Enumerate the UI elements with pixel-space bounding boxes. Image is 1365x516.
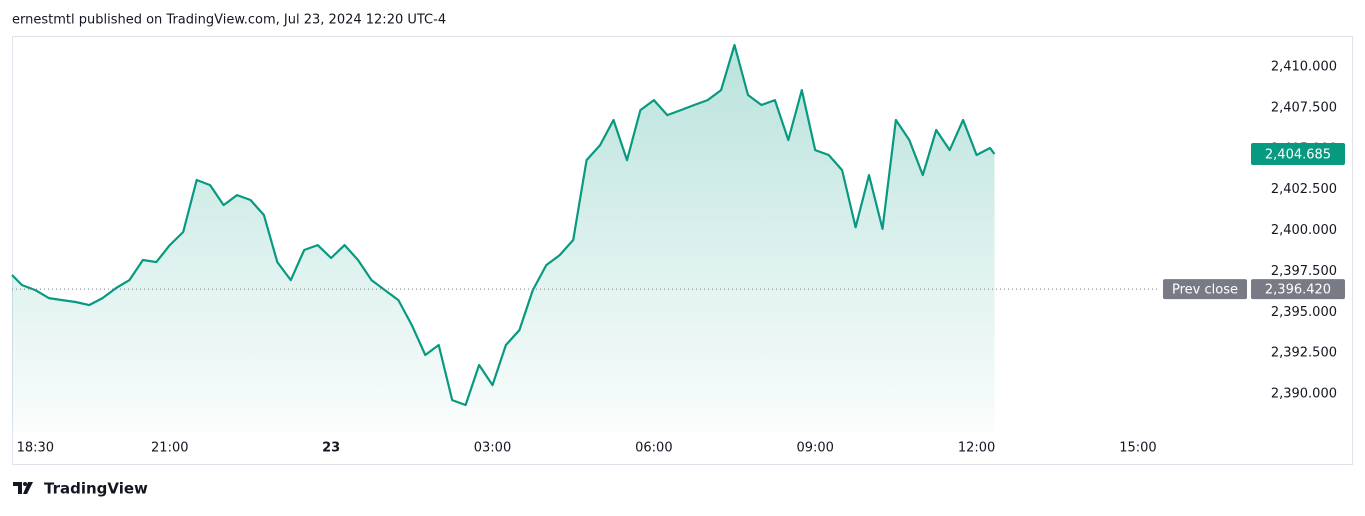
x-tick-label: 15:00	[1119, 441, 1156, 456]
area-fill	[12, 45, 995, 432]
y-tick-label: 2,392.500	[1271, 346, 1337, 361]
price-line	[11, 43, 996, 407]
prev-close-value-badge	[1251, 279, 1345, 300]
x-tick-label: 18:30	[17, 441, 54, 456]
x-tick-label: 21:00	[151, 441, 188, 456]
y-tick-label: 2,410.000	[1271, 60, 1337, 75]
last-price-badge	[1251, 142, 1345, 165]
y-tick-label: 2,407.500	[1271, 100, 1337, 115]
brand-logo	[13, 482, 33, 494]
prev-close-value: 2,396.420	[1265, 283, 1331, 298]
brand-name: TradingView	[44, 480, 148, 498]
y-tick-label: 2,402.500	[1271, 182, 1337, 197]
x-tick-label: 23	[322, 441, 340, 456]
x-tick-label: 06:00	[635, 441, 672, 456]
prev-close-badge	[1163, 279, 1247, 300]
y-tick-label: 2,390.000	[1271, 387, 1337, 402]
x-tick-label: 03:00	[474, 441, 511, 456]
publish-info: ernestmtl published on TradingView.com, …	[12, 13, 446, 28]
x-tick-label: 12:00	[958, 441, 995, 456]
chart-frame	[12, 36, 1353, 465]
prev-close-name: Prev close	[1172, 283, 1238, 298]
y-tick-label: 2,397.500	[1271, 264, 1337, 279]
last-price-value: 2,404.685	[1265, 147, 1331, 162]
x-tick-label: 09:00	[796, 441, 833, 456]
y-tick-label: 2,395.000	[1271, 305, 1337, 320]
y-tick-label: 2,400.000	[1271, 223, 1337, 238]
